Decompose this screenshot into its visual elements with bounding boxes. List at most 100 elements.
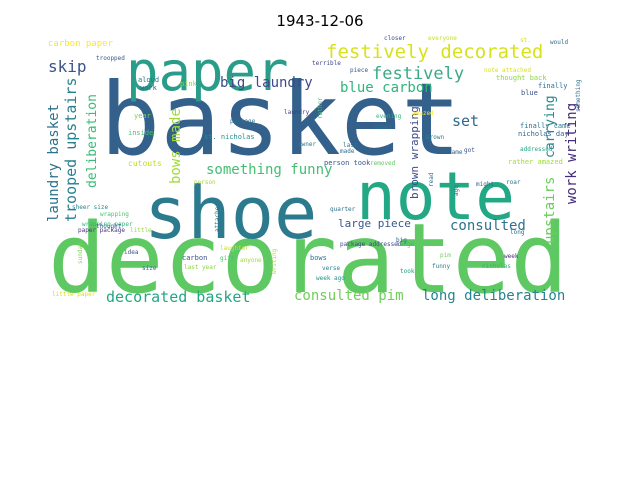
word-carbon-paper: carbon paper: [48, 39, 114, 49]
word-inside: inside: [128, 129, 153, 137]
word-read: read: [428, 172, 435, 187]
word-quarter: quarter: [330, 206, 356, 213]
word-might: might: [476, 181, 494, 188]
word-finally: finally: [538, 82, 568, 90]
word-thought-back: thought back: [496, 74, 547, 82]
word-nicholas: nicholas: [482, 263, 511, 270]
word-removed: removed: [370, 160, 396, 167]
word-note: note: [356, 158, 515, 235]
word-brown-wrapping: brown wrapping: [408, 106, 421, 199]
word-week-ago: week ago: [316, 275, 345, 282]
word-wrapping: wrapping: [100, 211, 129, 218]
word-little: little: [130, 227, 152, 234]
word-little-paper: little paper: [52, 291, 96, 298]
word-paper: paper: [126, 40, 289, 103]
word-package-addressed: package addressed: [340, 241, 402, 248]
word-funny: funny: [432, 263, 450, 270]
word-rather-amazed: rather amazed: [508, 158, 563, 166]
word-brown: brown: [426, 134, 444, 141]
word-troopped: troopped: [96, 55, 125, 62]
word-everyone: everyone: [428, 35, 457, 42]
word-large-piece: large piece: [338, 217, 411, 230]
word-trooped-upstairs: trooped upstairs: [62, 78, 80, 223]
word-owner: owner: [298, 141, 316, 148]
word-got: got: [464, 147, 475, 154]
word-package: package: [230, 118, 256, 125]
word-big-laundry: big laundry: [220, 75, 313, 91]
word-evening: evening: [376, 113, 402, 120]
word-pim: pim: [440, 252, 451, 259]
word-addressed: addressed: [520, 146, 553, 153]
word-verse: verse: [322, 265, 340, 272]
word-thought: thought: [96, 223, 122, 230]
word-sheer-size: sheer size: [72, 204, 109, 211]
word-paper-package: paper package: [78, 227, 125, 234]
word-st-nicholas: st. nicholas: [204, 133, 255, 141]
word-blue-carbon: blue carbon: [340, 80, 433, 96]
word-decorated: decorated: [48, 203, 568, 306]
word-sheer: sheer: [374, 124, 392, 131]
word-set: set: [452, 112, 479, 130]
word-idea: idea: [124, 249, 139, 256]
word-attached: attached: [214, 203, 221, 232]
word-consulted-pim: consulted pim: [294, 288, 404, 304]
word-took: took: [400, 268, 415, 275]
word-decorated-basket: decorated basket: [106, 288, 251, 306]
word-anyone: anyone: [240, 257, 262, 264]
word-wrapping-paper: wrapping paper: [82, 221, 133, 228]
word-long: long: [510, 229, 525, 236]
word-person: person: [194, 179, 216, 186]
word-laundry-basket: laundry basket: [46, 104, 62, 222]
word-festively-decorated: festively decorated: [326, 41, 543, 63]
word-would: would: [550, 39, 568, 46]
word-last-year: last year: [184, 264, 217, 271]
word-size: size: [142, 265, 157, 272]
word-last: last: [343, 142, 358, 149]
word-laundry: laundry: [284, 109, 310, 116]
word-carrying: carrying: [543, 95, 558, 158]
word-week: week: [504, 253, 519, 260]
word-came: came: [448, 149, 463, 156]
word-blue: blue: [521, 89, 538, 97]
word-nicholas-day: nicholas day: [518, 130, 569, 138]
word-made: made: [340, 148, 355, 155]
word-work-writing: work writing: [564, 103, 580, 204]
word-pink: pink: [180, 80, 198, 88]
word-piece: piece: [350, 67, 368, 74]
word-festively: festively: [372, 64, 464, 84]
word-year: year: [134, 112, 151, 120]
word-ago: ago: [453, 185, 460, 196]
word-finally-came: finally came: [520, 122, 571, 130]
word-st-: st.: [520, 37, 531, 44]
word-skip: skip: [48, 57, 87, 76]
word-terrible: terrible: [312, 60, 341, 67]
word-laughter: laughter: [220, 245, 249, 252]
word-roar: roar: [506, 179, 521, 186]
word-long-deliberation: long deliberation: [422, 288, 565, 304]
word-note-attached: note attached: [484, 67, 531, 74]
word-something: something: [575, 79, 582, 112]
word-gift: gift: [220, 255, 235, 262]
word-shoe: shoe: [144, 171, 317, 255]
word-consulted: consulted: [450, 218, 526, 234]
word-carbon: carbon: [182, 254, 207, 262]
word-big: big: [396, 237, 407, 244]
word-cutouts: cutouts: [128, 159, 162, 168]
word-sunday: sunday: [77, 242, 84, 264]
word-closer: closer: [384, 35, 406, 42]
word-something-funny: something funny: [206, 162, 332, 178]
word-bows-made: bows made: [168, 108, 184, 184]
word-amazed: amazed: [412, 110, 434, 117]
word-person-took: person took: [324, 159, 371, 167]
word-aloud: aloud: [138, 76, 159, 84]
word-large: large: [396, 241, 414, 248]
word-work: work: [140, 84, 158, 92]
word-bows: bows: [310, 254, 327, 262]
chart-title: 1943-12-06: [276, 12, 364, 30]
word-rather: rather: [317, 97, 324, 119]
word-deliberation: deliberation: [85, 94, 100, 188]
word-writing: writing: [271, 248, 278, 274]
word-basket: basket: [100, 61, 461, 178]
word-cloud: basket decorated shoe note paper festively de…: [44, 34, 588, 306]
